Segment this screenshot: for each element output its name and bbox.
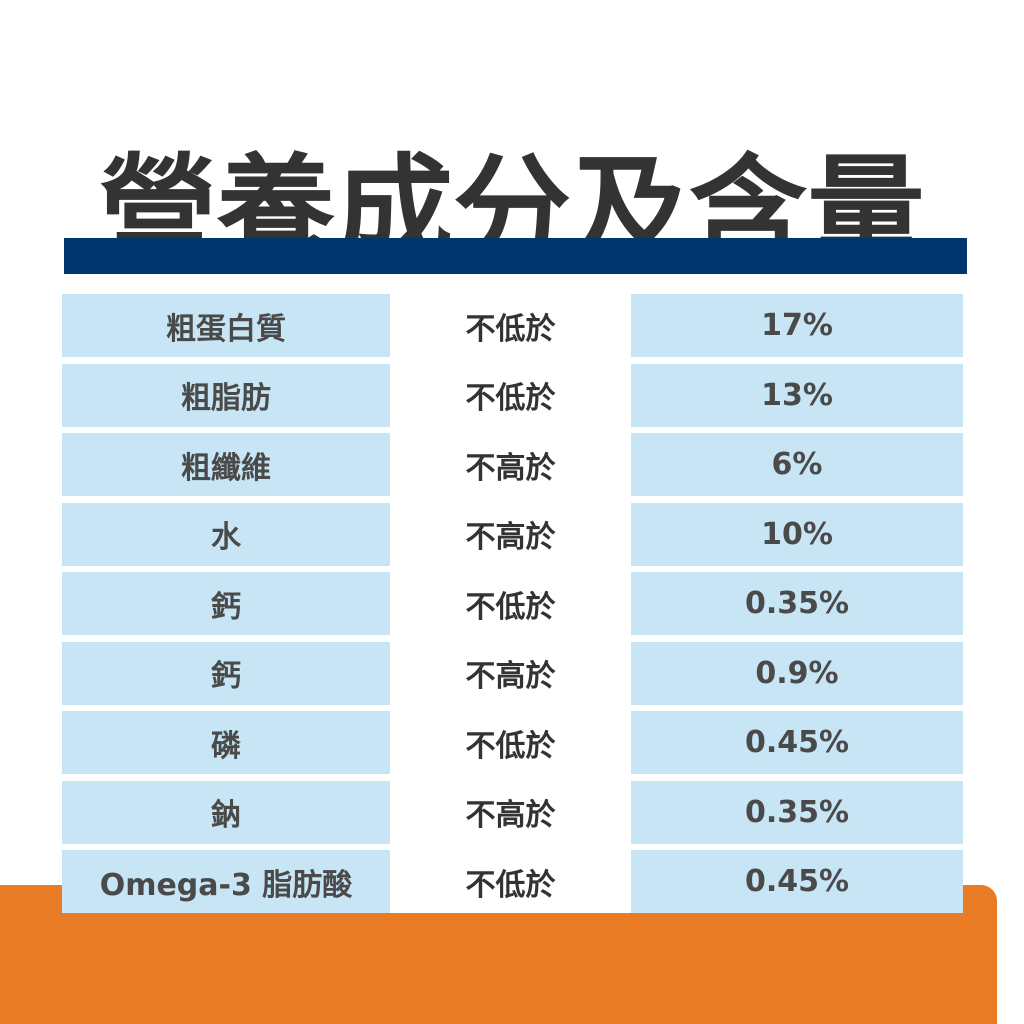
nutrient-condition: 不低於 [390,850,631,913]
nutrient-name: 鈣 [62,641,390,705]
nutrient-condition: 不高於 [390,780,631,844]
nutrient-value: 17% [631,294,963,357]
nutrient-name: 鈉 [62,780,390,844]
nutrient-value: 0.45% [631,711,963,774]
nutrient-value: 0.35% [631,572,963,635]
nutrient-name: 粗脂肪 [62,363,390,427]
nutrient-name: 粗蛋白質 [62,294,390,357]
table-row: 鈣不低於 0.35% [62,572,963,635]
nutrient-condition: 不高於 [390,641,631,705]
nutrient-value: 0.9% [631,641,963,705]
nutrient-name: 磷 [62,711,390,774]
table-row: 磷不低於 0.45% [62,711,963,774]
table-row: 粗蛋白質 不低於 17% [62,294,963,357]
nutrient-condition: 不低於 [390,572,631,635]
table-row: 粗纖維 不高於 6% [62,433,963,496]
header-bar [64,238,967,274]
table-row: 粗脂肪 不低於 13% [62,363,963,427]
table-row: 水不高於 10% [62,502,963,566]
nutrient-condition: 不低於 [390,711,631,774]
nutrient-value: 0.45% [631,850,963,913]
nutrient-value: 0.35% [631,780,963,844]
nutrition-table: 粗蛋白質 不低於 17% 粗脂肪 不低於 13% 粗纖維 不高於 6% 水不高於 10% 鈣不低於 0.… [62,294,963,920]
nutrient-name: 粗纖維 [62,433,390,496]
nutrient-value: 6% [631,433,963,496]
nutrient-value: 10% [631,502,963,566]
table-row: 鈉不高於 0.35% [62,780,963,844]
nutrient-condition: 不高於 [390,433,631,496]
nutrient-name: 水 [62,502,390,566]
nutrient-name: 鈣 [62,572,390,635]
nutrient-condition: 不低於 [390,363,631,427]
table-row: Omega-3 脂肪酸 不低於 0.45% [62,850,963,913]
table-row: 鈣不高於 0.9% [62,641,963,705]
nutrient-value: 13% [631,363,963,427]
nutrient-condition: 不高於 [390,502,631,566]
nutrient-condition: 不低於 [390,294,631,357]
nutrient-name: Omega-3 脂肪酸 [62,850,390,913]
